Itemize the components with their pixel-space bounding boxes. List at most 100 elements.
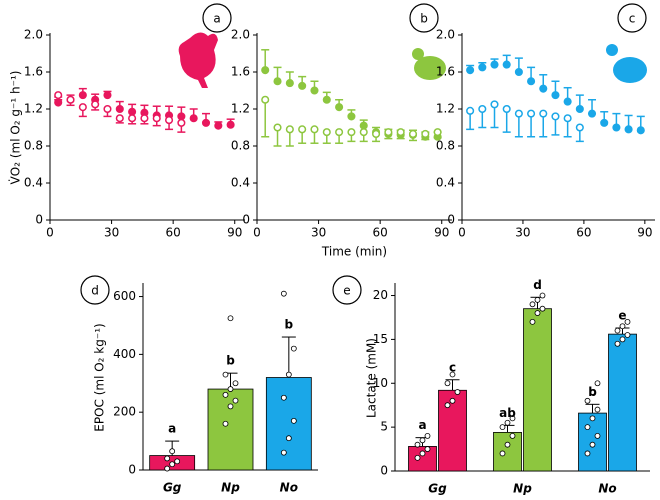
x-tick-label: Gg: [428, 482, 447, 496]
individual-point: [232, 380, 239, 387]
significance-letter: b: [285, 318, 294, 332]
individual-point: [222, 371, 229, 378]
individual-point: [290, 345, 297, 352]
individual-point: [280, 394, 287, 401]
y-tick-label: 600: [113, 289, 136, 303]
data-point: [322, 95, 331, 104]
rooster-icon: [178, 32, 218, 88]
y-tick-label: 20: [373, 288, 388, 302]
quail-icon: [414, 56, 446, 80]
data-point: [359, 121, 368, 130]
data-point: [384, 128, 393, 137]
tinamou-icon: [613, 57, 647, 83]
individual-point: [589, 415, 596, 422]
data-point: [551, 112, 560, 121]
individual-point: [227, 386, 234, 392]
x-tick-label: 90: [227, 226, 242, 240]
individual-point: [280, 449, 287, 456]
individual-point: [584, 424, 591, 431]
y-tick-label: 0.4: [24, 176, 43, 190]
y-tick-label: 1.2: [231, 102, 250, 116]
data-point: [322, 128, 331, 137]
individual-point: [444, 380, 451, 387]
individual-point: [424, 433, 431, 439]
individual-point: [285, 371, 292, 378]
y-tick-label: 0.4: [436, 176, 455, 190]
individual-point: [539, 292, 546, 299]
data-point: [177, 112, 186, 121]
y-tick-label: 5: [380, 420, 388, 434]
data-point: [140, 114, 149, 123]
data-point: [563, 114, 572, 123]
data-point: [226, 120, 235, 129]
panel-label: d: [91, 284, 99, 298]
y-axis-label: V̇O₂ (ml O₂ g⁻¹ h⁻¹): [8, 71, 22, 185]
panel-badge: [80, 275, 110, 305]
x-tick-label: 90: [637, 226, 652, 240]
individual-point: [614, 327, 621, 334]
data-point: [201, 118, 211, 127]
x-tick-label: 0: [253, 226, 261, 240]
data-point: [490, 60, 499, 69]
data-point: [115, 104, 124, 114]
individual-point: [509, 415, 516, 422]
data-point: [502, 104, 511, 114]
individual-point: [164, 465, 171, 472]
individual-point: [624, 318, 631, 325]
individual-point: [619, 323, 626, 330]
x-tick-label: 60: [166, 226, 181, 240]
individual-point: [589, 389, 596, 395]
individual-point: [614, 340, 621, 347]
y-tick-label: 2.0: [436, 28, 455, 42]
individual-point: [419, 450, 426, 457]
bar: [608, 333, 637, 472]
panel-badge: [202, 3, 232, 33]
quail-head: [412, 48, 424, 60]
data-point: [527, 109, 536, 118]
y-axis-label: EPOC (ml O₂ kg⁻¹): [93, 323, 107, 431]
y-tick-label: 0.8: [24, 139, 43, 153]
data-point: [335, 128, 344, 137]
data-point: [612, 123, 621, 132]
y-tick-label: 0.4: [231, 176, 250, 190]
data-point: [128, 114, 137, 123]
x-tick-label: No: [280, 481, 298, 495]
individual-point: [584, 397, 591, 404]
individual-point: [449, 371, 456, 378]
data-point: [563, 97, 572, 106]
individual-point: [499, 424, 506, 431]
x-tick-label: 90: [434, 226, 449, 240]
data-point: [115, 114, 124, 123]
data-point: [433, 128, 442, 137]
x-tick-label: 30: [311, 226, 326, 240]
data-point: [214, 121, 223, 130]
panel-badge: [409, 3, 439, 33]
bar: [493, 431, 522, 472]
individual-point: [594, 406, 601, 413]
data-point: [466, 66, 475, 75]
panel-badge: [332, 275, 362, 305]
y-tick-label: 1.6: [231, 65, 250, 79]
data-point: [189, 114, 198, 123]
individual-point: [169, 448, 176, 455]
data-point: [298, 81, 307, 90]
y-tick-label: 0: [447, 213, 455, 227]
y-tick-label: 1.6: [436, 65, 455, 79]
individual-point: [227, 403, 234, 410]
data-point: [575, 104, 584, 114]
y-tick-label: 2.0: [231, 28, 250, 42]
y-tick-label: 400: [113, 347, 136, 361]
data-point: [514, 109, 523, 118]
data-point: [177, 118, 186, 127]
data-point: [347, 112, 356, 121]
data-point: [372, 129, 381, 139]
significance-letter: ab: [499, 406, 516, 420]
panel-label: b: [420, 12, 428, 26]
data-point: [128, 107, 137, 116]
y-tick-label: 0: [380, 464, 388, 478]
individual-point: [164, 455, 171, 462]
individual-point: [419, 437, 426, 444]
panel-label: c: [629, 12, 636, 26]
data-point: [310, 86, 319, 95]
